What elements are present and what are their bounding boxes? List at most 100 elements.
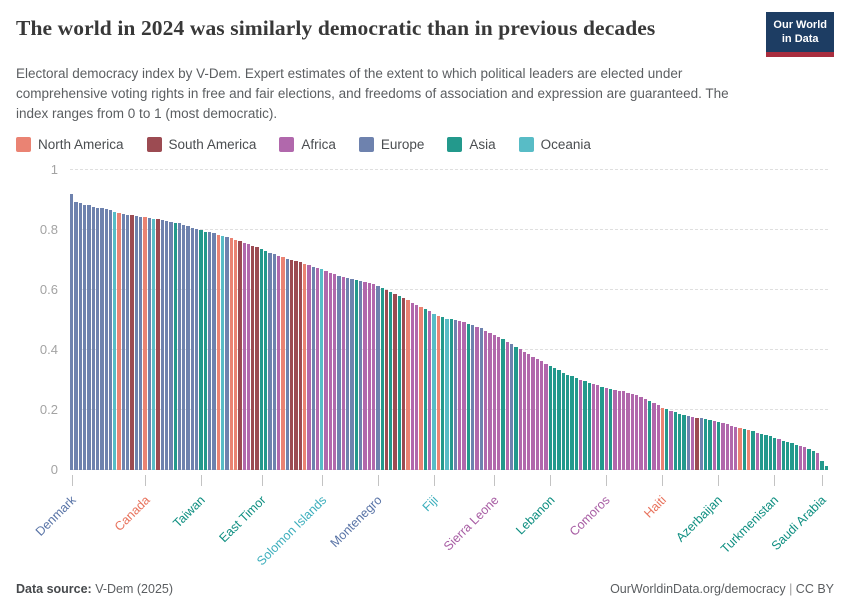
bar-somalia[interactable] [712, 421, 716, 471]
bar-italy[interactable] [160, 219, 164, 471]
bar-luxembourg[interactable] [147, 218, 151, 471]
bar-japan[interactable] [173, 222, 177, 471]
bar-greece[interactable] [190, 227, 195, 471]
legend-item-africa[interactable]: Africa [279, 137, 336, 153]
bar-norway[interactable] [87, 205, 91, 471]
bar-romania[interactable] [311, 266, 315, 471]
bar-sierra-leone[interactable] [492, 335, 496, 471]
bar-venezuela[interactable] [695, 417, 699, 471]
bar-morocco[interactable] [535, 359, 540, 471]
bar-guatemala[interactable] [436, 315, 440, 471]
bar-papua-new-guinea[interactable] [445, 318, 449, 471]
bar-singapore[interactable] [514, 347, 518, 471]
bar-guinea-bissau[interactable] [591, 384, 596, 471]
bar-burkina-faso[interactable] [639, 396, 643, 471]
bar-ukraine[interactable] [471, 324, 475, 471]
bar-guyana[interactable] [384, 289, 389, 471]
bar-haiti[interactable] [660, 407, 665, 471]
bar-senegal[interactable] [333, 274, 337, 471]
bar-angola[interactable] [522, 351, 527, 471]
bar-mauritius[interactable] [341, 276, 345, 471]
bar-peru[interactable] [289, 260, 294, 471]
bar-united-arab-emirates[interactable] [751, 431, 755, 471]
bar-bulgaria[interactable] [285, 258, 289, 471]
bar-burundi[interactable] [691, 416, 695, 471]
bar-malaysia[interactable] [565, 374, 570, 471]
bar-south-africa[interactable] [307, 265, 311, 471]
bar-bahrain[interactable] [760, 433, 764, 471]
owid-link[interactable]: OurWorldinData.org/democracy [610, 582, 786, 597]
bar-canada[interactable] [143, 217, 147, 471]
bar-laos[interactable] [703, 419, 708, 471]
bar-uzbekistan[interactable] [678, 413, 682, 471]
bar-france[interactable] [134, 215, 138, 471]
x-label-denmark[interactable]: Denmark [33, 493, 80, 540]
x-label-turkmenistan[interactable]: Turkmenistan [717, 493, 782, 557]
bar-zimbabwe[interactable] [544, 363, 548, 471]
bar-switzerland[interactable] [82, 204, 87, 471]
bar-congo[interactable] [626, 392, 630, 471]
bar-niger[interactable] [617, 390, 621, 471]
x-label-sierra-leone[interactable]: Sierra Leone [440, 493, 502, 554]
bar-qatar[interactable] [781, 440, 785, 471]
bar-mozambique[interactable] [505, 341, 509, 471]
bar-maldives[interactable] [423, 309, 427, 471]
bar-lebanon[interactable] [548, 366, 552, 471]
bar-panama[interactable] [281, 257, 285, 471]
bar-libya[interactable] [725, 424, 729, 471]
x-label-lebanon[interactable]: Lebanon [512, 493, 558, 538]
bar-iran[interactable] [708, 420, 712, 471]
bar-ethiopia[interactable] [578, 379, 583, 471]
bar-india[interactable] [557, 370, 561, 471]
bar-bhutan[interactable] [380, 287, 384, 471]
bar-russia[interactable] [686, 415, 690, 471]
bar-somaliland[interactable] [798, 445, 803, 471]
bar-armenia[interactable] [354, 280, 358, 471]
x-label-azerbaijan[interactable]: Azerbaijan [673, 493, 726, 546]
legend-item-oceania[interactable]: Oceania [518, 137, 591, 153]
bar-south-korea[interactable] [203, 231, 207, 471]
bar-jordan[interactable] [609, 388, 613, 471]
bar-paraguay[interactable] [393, 293, 397, 471]
bar-uganda[interactable] [518, 349, 522, 471]
bar-brazil[interactable] [255, 247, 259, 471]
bar-chile[interactable] [130, 215, 134, 471]
bar-solomon-islands[interactable] [320, 269, 324, 471]
bar-cambodia[interactable] [665, 409, 669, 471]
bar-uruguay[interactable] [156, 219, 160, 471]
bar-lithuania[interactable] [186, 226, 190, 471]
bar-belgium[interactable] [100, 208, 104, 471]
bar-spain[interactable] [169, 221, 173, 471]
x-label-taiwan[interactable]: Taiwan [170, 493, 209, 531]
bar-cyprus[interactable] [208, 232, 212, 471]
bar-iraq[interactable] [574, 378, 578, 471]
bar-united-kingdom[interactable] [139, 216, 143, 471]
bar-sudan[interactable] [729, 425, 734, 471]
bar-nicaragua[interactable] [747, 430, 751, 471]
bar-hong-kong[interactable] [764, 434, 768, 471]
bar-suriname[interactable] [238, 241, 242, 471]
legend-item-europe[interactable]: Europe [358, 137, 424, 153]
bar-afghanistan[interactable] [811, 450, 816, 471]
bar-tunisia[interactable] [540, 361, 544, 471]
bar-zambia[interactable] [427, 311, 432, 471]
bar-slovenia[interactable] [212, 233, 216, 471]
bar-guinea[interactable] [656, 405, 660, 471]
bar-austria[interactable] [182, 224, 186, 471]
bar-netherlands[interactable] [121, 213, 126, 471]
bar-equatorial-guinea[interactable] [755, 432, 759, 471]
bar-sao-tome-and-principe[interactable] [315, 267, 320, 471]
bar-ireland[interactable] [95, 207, 100, 471]
bar-nepal[interactable] [397, 296, 402, 471]
bar-fiji[interactable] [432, 313, 436, 471]
bar-kazakhstan[interactable] [600, 386, 604, 471]
bar-vietnam[interactable] [647, 400, 652, 471]
bar-kuwait[interactable] [673, 412, 678, 471]
license-link[interactable]: CC BY [795, 582, 834, 597]
bar-iceland[interactable] [104, 209, 108, 471]
bar-liberia[interactable] [371, 284, 376, 471]
bar-slovakia[interactable] [195, 229, 199, 471]
bar-denmark[interactable] [70, 194, 74, 471]
bar-vanuatu[interactable] [220, 235, 225, 471]
bar-argentina[interactable] [251, 245, 255, 471]
